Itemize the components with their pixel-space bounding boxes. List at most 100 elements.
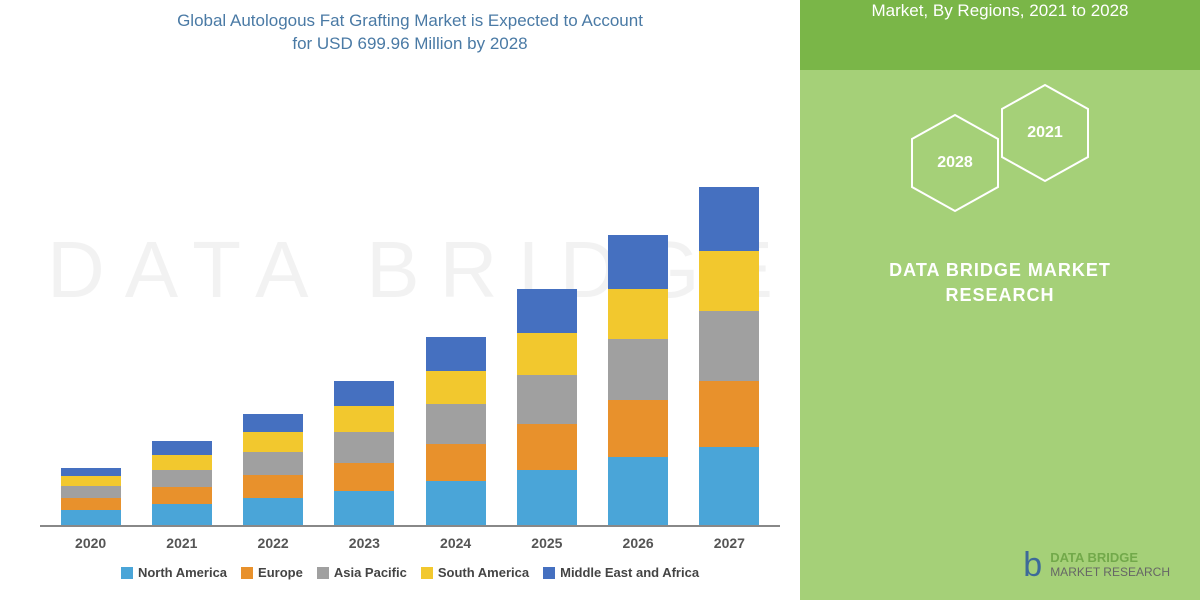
chart-title-line2: for USD 699.96 Million by 2028	[292, 34, 527, 53]
info-title: Market, By Regions, 2021 to 2028	[851, 0, 1148, 23]
legend-item: Asia Pacific	[317, 565, 407, 580]
bar-column	[699, 187, 759, 525]
bar-stack	[699, 187, 759, 525]
bar-segment	[152, 470, 212, 487]
bar-segment	[608, 400, 668, 457]
legend-item: Middle East and Africa	[543, 565, 699, 580]
x-axis-label: 2026	[608, 535, 668, 551]
bar-segment	[426, 444, 486, 481]
legend: North America Europe Asia Pacific South Ame…	[40, 565, 780, 580]
brand-line2: RESEARCH	[945, 285, 1054, 305]
bar-segment	[61, 468, 121, 476]
legend-swatch	[317, 567, 329, 579]
x-axis-label: 2025	[517, 535, 577, 551]
bar-segment	[334, 406, 394, 432]
logo-text: DATA BRIDGE MARKET RESEARCH	[1050, 551, 1170, 580]
chart-title: Global Autologous Fat Grafting Market is…	[40, 10, 780, 56]
logo-b-icon: b	[1023, 546, 1042, 585]
brand-line1: DATA BRIDGE MARKET	[889, 260, 1111, 280]
legend-label: South America	[438, 565, 529, 580]
bar-segment	[334, 463, 394, 492]
hexagon-2028: 2028	[910, 113, 1000, 213]
hexagon-2021: 2021	[1000, 83, 1090, 183]
bar-segment	[699, 187, 759, 251]
legend-label: Middle East and Africa	[560, 565, 699, 580]
x-axis-label: 2023	[334, 535, 394, 551]
bar-segment	[517, 424, 577, 470]
bar-column	[243, 414, 303, 525]
bar-column	[426, 337, 486, 525]
logo-small: b DATA BRIDGE MARKET RESEARCH	[1023, 546, 1170, 585]
bar-stack	[608, 235, 668, 525]
hexagon-group: 2028 2021	[900, 83, 1100, 223]
bar-segment	[243, 452, 303, 475]
bar-segment	[517, 333, 577, 375]
legend-swatch	[241, 567, 253, 579]
bar-segment	[152, 504, 212, 525]
bar-stack	[517, 289, 577, 525]
bar-segment	[152, 455, 212, 470]
bars-container	[40, 66, 780, 527]
bar-segment	[426, 337, 486, 371]
bar-segment	[243, 475, 303, 498]
legend-swatch	[543, 567, 555, 579]
x-axis-label: 2021	[152, 535, 212, 551]
bar-segment	[608, 339, 668, 400]
logo-mr: MARKET RESEARCH	[1050, 566, 1170, 580]
bar-segment	[517, 375, 577, 424]
info-title-text: Market, By Regions, 2021 to 2028	[871, 1, 1128, 20]
legend-label: Asia Pacific	[334, 565, 407, 580]
chart-area: 2020 2021 2022 2023 2024 2025 2026 2027 North A…	[40, 66, 780, 580]
bar-stack	[426, 337, 486, 525]
bar-segment	[608, 289, 668, 340]
info-panel: Market, By Regions, 2021 to 2028 2028 20…	[800, 0, 1200, 600]
logo-db: DATA BRIDGE	[1050, 551, 1170, 566]
bar-segment	[61, 486, 121, 498]
bar-segment	[608, 457, 668, 525]
bar-segment	[426, 481, 486, 525]
legend-item: South America	[421, 565, 529, 580]
bar-column	[334, 381, 394, 525]
legend-item: Europe	[241, 565, 303, 580]
legend-swatch	[121, 567, 133, 579]
chart-panel: Global Autologous Fat Grafting Market is…	[0, 0, 800, 600]
legend-label: Europe	[258, 565, 303, 580]
legend-label: North America	[138, 565, 227, 580]
bar-segment	[699, 311, 759, 382]
bar-segment	[61, 510, 121, 525]
bar-segment	[152, 487, 212, 504]
bar-segment	[152, 441, 212, 455]
bar-segment	[243, 414, 303, 433]
bar-segment	[334, 491, 394, 525]
bar-stack	[243, 414, 303, 525]
bar-column	[517, 289, 577, 525]
bar-column	[608, 235, 668, 525]
brand-text: DATA BRIDGE MARKET RESEARCH	[889, 258, 1111, 308]
hex1-label: 2028	[937, 154, 973, 172]
bar-stack	[334, 381, 394, 525]
bar-column	[152, 441, 212, 525]
hex2-label: 2021	[1027, 124, 1063, 142]
bar-stack	[61, 468, 121, 525]
bar-segment	[517, 470, 577, 525]
x-axis-label: 2022	[243, 535, 303, 551]
bar-segment	[517, 289, 577, 332]
bar-segment	[334, 432, 394, 462]
bar-segment	[426, 371, 486, 405]
bar-segment	[243, 498, 303, 525]
bar-column	[61, 468, 121, 525]
bar-segment	[61, 476, 121, 486]
bar-segment	[608, 235, 668, 289]
bar-segment	[699, 381, 759, 447]
x-axis-label: 2020	[61, 535, 121, 551]
bar-segment	[699, 447, 759, 525]
bar-segment	[243, 432, 303, 452]
x-axis-label: 2024	[426, 535, 486, 551]
x-axis-label: 2027	[699, 535, 759, 551]
bar-segment	[334, 381, 394, 406]
legend-item: North America	[121, 565, 227, 580]
x-axis-labels: 2020 2021 2022 2023 2024 2025 2026 2027	[40, 527, 780, 551]
bar-segment	[699, 251, 759, 310]
legend-swatch	[421, 567, 433, 579]
bar-segment	[61, 498, 121, 510]
